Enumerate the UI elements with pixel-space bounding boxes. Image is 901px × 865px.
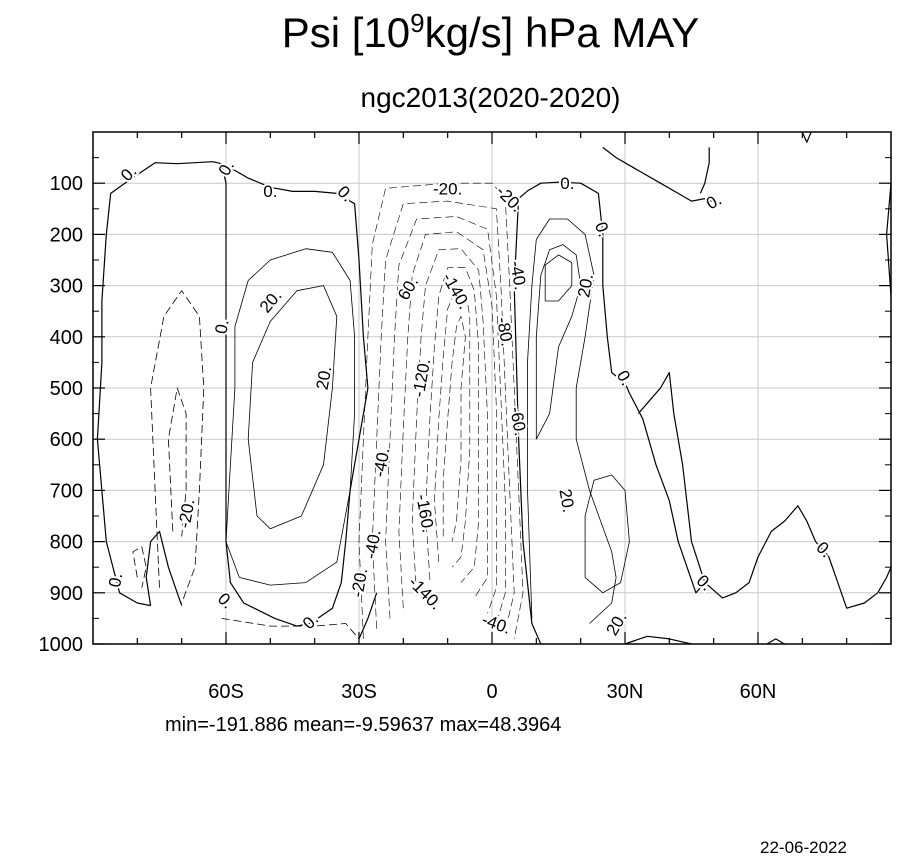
y-tick-label-6: 700 — [50, 480, 83, 502]
contour-line-15 — [584, 474, 630, 594]
contour-label-7: 0. — [591, 220, 614, 240]
contour-line-17 — [699, 147, 710, 194]
contour-line-5 — [247, 285, 338, 530]
contour-label-2: 0. — [263, 182, 277, 201]
contour-label-30: 0. — [693, 571, 716, 594]
y-tick-label-3: 400 — [50, 327, 83, 349]
contour-line-24 — [358, 182, 524, 639]
contour-label-31: 0. — [299, 610, 322, 633]
contour-label-4: -20. — [433, 179, 462, 198]
chart-subtitle: ngc2013(2020-2020) — [360, 82, 621, 113]
contour-label-23: -160. — [412, 493, 437, 534]
contour-label-13: 20. — [574, 272, 597, 299]
contour-line-25 — [371, 200, 515, 632]
contour-label-8: 0. — [703, 190, 725, 214]
contour-line-8 — [132, 546, 147, 588]
contour-line-19 — [801, 132, 812, 143]
y-tick-label-9: 1000 — [39, 634, 84, 656]
contour-line-26 — [385, 216, 506, 624]
contour-label-19: -60. — [506, 405, 530, 437]
x-tick-label-3: 30N — [607, 681, 644, 703]
contour-label-17: -120. — [409, 357, 434, 398]
y-tick-label-5: 600 — [50, 429, 83, 451]
y-tick-label-2: 300 — [50, 276, 83, 298]
contour-line-13 — [535, 244, 582, 440]
y-tick-label-8: 900 — [50, 583, 83, 605]
contour-line-23 — [358, 592, 378, 640]
contour-line-28 — [411, 248, 488, 599]
contour-label-0: 0. — [117, 162, 140, 185]
contour-label-33: 20. — [602, 609, 630, 639]
contour-line-27 — [398, 231, 497, 614]
y-tick-label-7: 800 — [50, 532, 83, 554]
contour-line-29 — [425, 267, 480, 583]
x-tick-label-1: 30S — [341, 681, 377, 703]
contour-label-1: 0. — [215, 157, 239, 179]
date-stamp: 22-06-2022 — [760, 838, 847, 857]
contour-line-0 — [101, 161, 311, 627]
stats-line: min=-191.886 mean=-9.59637 max=48.3964 — [165, 714, 562, 736]
contour-label-6: 0. — [560, 174, 574, 193]
contour-label-32: -40. — [479, 610, 513, 638]
chart-title: Psi [109kg/s] hPa MAY — [281, 8, 700, 56]
contour-line-6 — [150, 290, 205, 604]
contour-line-30 — [434, 287, 471, 568]
contour-line-12 — [527, 218, 617, 624]
contour-label-26: 0. — [105, 571, 126, 588]
contour-label-9: 20. — [256, 286, 286, 316]
x-tick-label-2: 0 — [486, 681, 497, 703]
y-tick-label-0: 100 — [50, 173, 83, 195]
contour-line-1 — [96, 301, 151, 607]
contour-line-18 — [637, 372, 891, 609]
y-tick-label-1: 200 — [50, 224, 83, 246]
x-tick-label-4: 60N — [740, 681, 777, 703]
contour-label-21: 20. — [555, 487, 578, 514]
contour-label-15: -80. — [493, 316, 517, 348]
contour-line-9 — [221, 618, 360, 640]
contour-label-20: -40. — [370, 446, 394, 478]
contour-line-22 — [766, 638, 785, 644]
contour-line-14 — [544, 254, 573, 302]
contour-line-7 — [167, 387, 187, 537]
contour-label-24: -40. — [361, 528, 385, 560]
x-tick-label-0: 60S — [208, 681, 244, 703]
contour-label-27: -20. — [348, 567, 372, 599]
contour-line-4 — [225, 248, 356, 586]
contour-line-16 — [602, 146, 719, 205]
contour-line-2 — [145, 530, 183, 606]
contour-label-22: -20. — [175, 497, 199, 529]
contour-line-11 — [513, 198, 542, 644]
contour-group — [96, 132, 891, 644]
contour-line-3 — [230, 167, 369, 624]
y-tick-label-4: 500 — [50, 378, 83, 400]
contour-line-21 — [624, 635, 692, 644]
contour-line-10 — [518, 181, 706, 594]
contour-label-5: -20. — [492, 182, 526, 216]
contour-label-3: 0. — [334, 182, 357, 205]
contour-label-18: 0. — [613, 367, 637, 389]
contour-line-31 — [442, 315, 466, 542]
contour-label-14: 0. — [211, 318, 232, 335]
contour-label-16: 20. — [313, 365, 336, 392]
